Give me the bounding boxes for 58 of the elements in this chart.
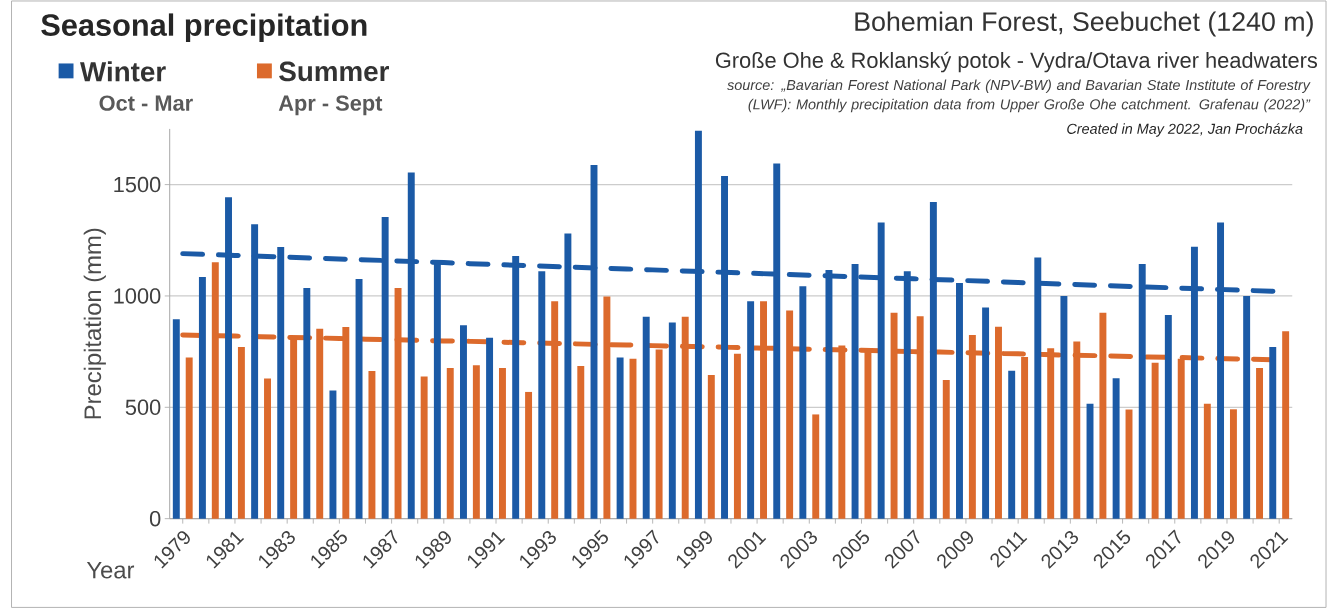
bar: [355, 279, 363, 519]
chart-subtitle: Bohemian Forest, Seebuchet (1240 m): [855, 11, 1313, 37]
bar: [616, 357, 624, 519]
bar: [1112, 378, 1120, 519]
y-axis-title: Precipitation (mm): [83, 228, 106, 419]
bar: [1269, 346, 1277, 519]
bar: [747, 301, 755, 519]
bar: [1164, 314, 1172, 519]
bar: [1256, 367, 1264, 519]
y-tick-label: 0: [149, 510, 161, 527]
y-tick-label: 500: [125, 399, 161, 416]
bar: [185, 357, 193, 519]
source-note: source: „Bavarian Forest National Park (NPV-BW) and Bavarian State Institute of Forestry (LWF): Monthly precipitation data from Upper Große Ohe catchment. Grafenau (2022)”: [727, 79, 1311, 113]
bar: [460, 325, 467, 519]
bar: [472, 365, 480, 519]
bar: [264, 378, 271, 519]
bar: [982, 307, 990, 519]
bar: [1203, 403, 1211, 519]
x-axis-title: Year: [86, 561, 135, 579]
bar: [733, 353, 741, 519]
bar: [198, 277, 206, 519]
text: Oct - Mar: [99, 95, 193, 111]
bar: [538, 271, 546, 519]
bar: [329, 390, 337, 519]
bar: [525, 391, 533, 519]
bar: [172, 319, 180, 519]
chart-title: Seasonal precipitation: [41, 13, 367, 43]
bar: [1008, 370, 1016, 519]
bar: [668, 322, 676, 519]
bar: [655, 349, 663, 519]
bar: [642, 316, 650, 519]
text: Apr - Sept: [278, 95, 383, 116]
text: Große Ohe & Roklanský potok - Vydra/Otava river headwaters: [715, 51, 1318, 73]
annotation: Created in May 2022, Jan Procházka: [1067, 123, 1303, 137]
y-tick-label: 1000: [114, 288, 161, 304]
bar: [1243, 295, 1251, 519]
bar: [499, 367, 506, 519]
bar: [1060, 295, 1068, 519]
bar: [1099, 312, 1107, 519]
bar: [956, 283, 963, 519]
bar: [942, 379, 950, 519]
bar: [812, 414, 820, 519]
bar: [486, 337, 494, 519]
y-tick-label: 1500: [114, 176, 161, 193]
bar: [707, 375, 715, 519]
bar: [303, 287, 311, 519]
bar: [564, 233, 572, 519]
bar: [420, 376, 428, 519]
bar: [446, 367, 454, 519]
bar: [237, 346, 245, 519]
bar: [1151, 362, 1159, 519]
bar: [1229, 409, 1237, 519]
bar: [1282, 331, 1290, 519]
bar: [577, 366, 585, 519]
legend-label: Winter: [80, 61, 166, 82]
bar: [368, 371, 376, 519]
legend-label: Summer: [279, 61, 390, 82]
bar: [799, 286, 807, 519]
